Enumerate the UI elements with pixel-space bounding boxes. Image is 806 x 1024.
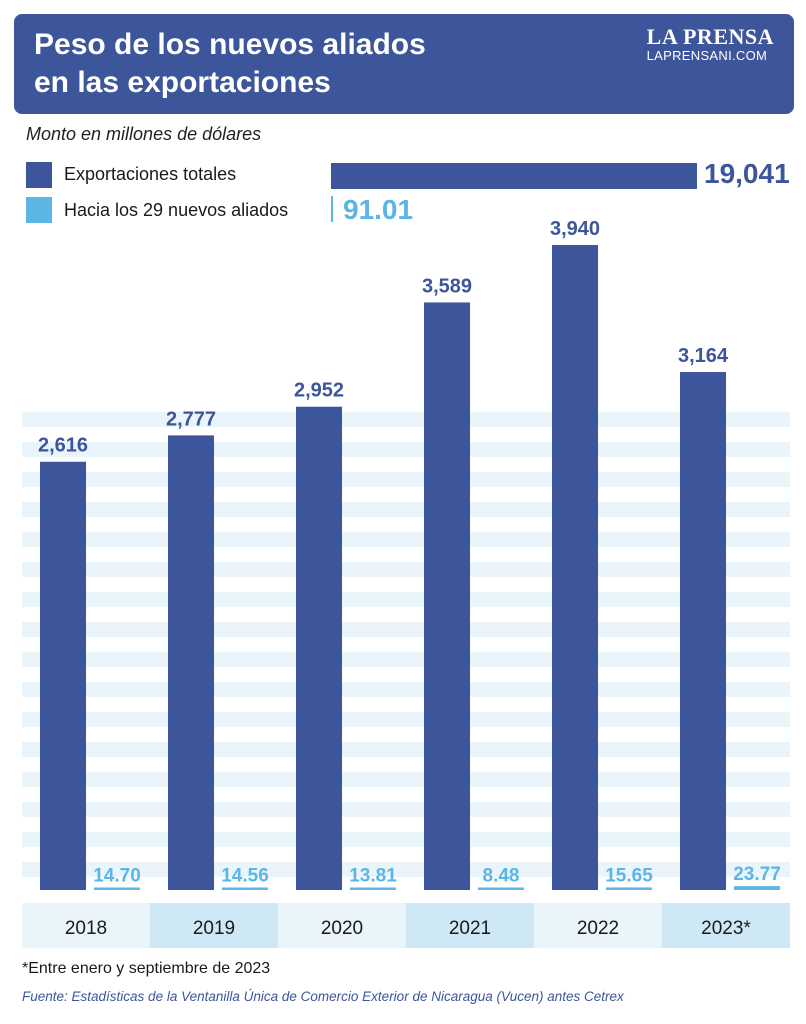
data-label-allies: 14.56: [221, 866, 269, 887]
footnote: *Entre enero y septiembre de 2023: [22, 960, 271, 977]
bar-total: [424, 302, 470, 890]
bar-allies: [478, 887, 524, 890]
legend-swatch-allies: [26, 197, 52, 223]
grid-stripe: [22, 652, 790, 667]
bar-total: [40, 461, 86, 890]
x-band-cell: [22, 903, 150, 948]
grid-stripe: [22, 562, 790, 577]
x-tick-label: 2023*: [701, 918, 751, 939]
total-summary-value: 19,041: [704, 158, 790, 189]
header-banner: Peso de los nuevos aliados en las export…: [14, 14, 794, 114]
grid-stripe: [22, 832, 790, 847]
data-label-total: 2,777: [166, 408, 216, 430]
grid-stripe: [22, 772, 790, 787]
chart-title: Peso de los nuevos aliados en las export…: [34, 26, 504, 102]
x-band-cell: [150, 903, 278, 948]
data-label-allies: 15.65: [605, 865, 653, 886]
grid-stripe: [22, 532, 790, 547]
bar-total: [552, 245, 598, 890]
data-label-total: 2,952: [294, 380, 344, 402]
total-summary-bar: [331, 163, 697, 189]
bar-chart: 2018 2019 2020 2021 2022 2023* 2,616 14.70 2,777…: [22, 218, 790, 948]
grid-stripe: [22, 442, 790, 457]
grid-stripe: [22, 712, 790, 727]
title-line-1: Peso de los nuevos aliados: [34, 28, 426, 61]
bar-allies: [734, 886, 780, 890]
bar-allies: [606, 887, 652, 890]
x-band-cell: [406, 903, 534, 948]
brand-name: LA PRENSA: [646, 24, 774, 49]
x-tick-label: 2020: [321, 918, 363, 939]
source-note: Fuente: Estadísticas de la Ventanilla Ún…: [22, 989, 624, 1004]
grid-stripe: [22, 802, 790, 817]
data-label-total: 2,616: [38, 435, 88, 457]
bar-allies: [350, 887, 396, 890]
bar-allies: [222, 887, 268, 890]
grid-stripe: [22, 502, 790, 517]
x-tick-label: 2022: [577, 918, 619, 939]
data-label-total: 3,940: [550, 218, 600, 240]
x-band-cell: [534, 903, 662, 948]
x-band-cell: [662, 903, 790, 948]
legend-swatch-total: [26, 162, 52, 188]
data-label-allies: 14.70: [93, 866, 141, 887]
grid-stripe: [22, 412, 790, 427]
title-line-2: en las exportaciones: [34, 66, 331, 99]
data-label-allies: 23.77: [733, 864, 781, 885]
bar-total: [680, 372, 726, 890]
data-label-allies: 8.48: [483, 866, 520, 887]
brand-url: LAPRENSANI.COM: [646, 48, 768, 63]
data-label-total: 3,589: [422, 275, 472, 297]
x-tick-label: 2018: [65, 918, 107, 939]
grid-stripe: [22, 622, 790, 637]
allies-summary-value: 91.01: [343, 194, 414, 225]
legend-label-allies: Hacia los 29 nuevos aliados: [64, 200, 289, 220]
data-label-allies: 13.81: [349, 866, 397, 887]
x-band-cell: [278, 903, 406, 948]
data-label-total: 3,164: [678, 345, 729, 367]
legend-label-total: Exportaciones totales: [64, 164, 237, 184]
bar-allies: [94, 887, 140, 890]
grid-stripe: [22, 682, 790, 697]
grid-stripe: [22, 592, 790, 607]
grid-stripe: [22, 742, 790, 757]
bar-total: [168, 435, 214, 890]
x-tick-label: 2019: [193, 918, 235, 939]
x-tick-label: 2021: [449, 918, 491, 939]
brand-logo: LA PRENSA LAPRENSANI.COM: [647, 24, 774, 63]
bar-total: [296, 406, 342, 890]
grid-stripe: [22, 472, 790, 487]
allies-summary-bar: [331, 196, 333, 222]
chart-subtitle: Monto en millones de dólares: [26, 124, 262, 144]
